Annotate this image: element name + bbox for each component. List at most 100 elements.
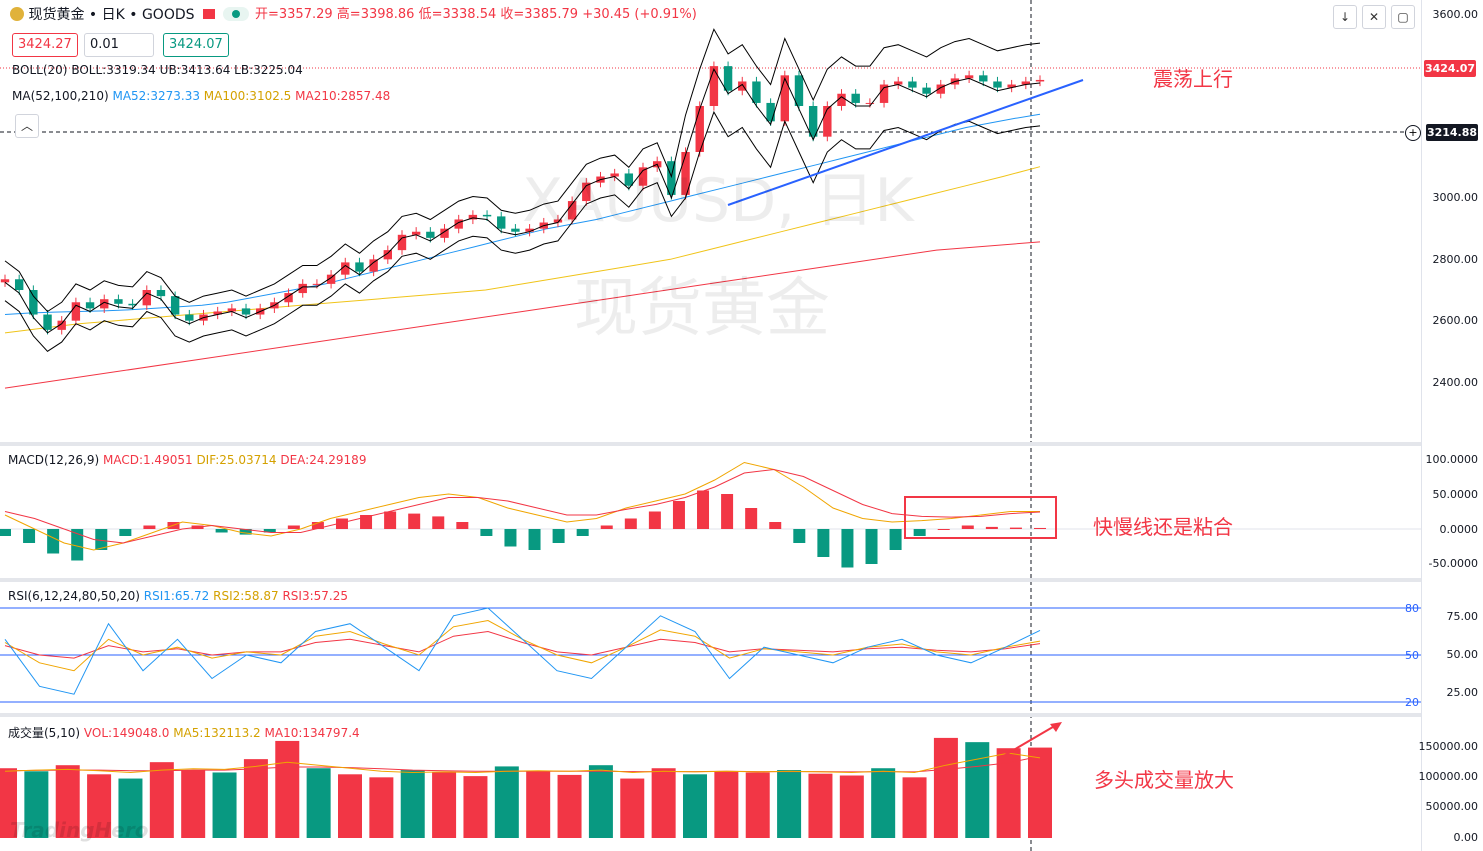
candle-body [695, 106, 704, 152]
boll-mid: BOLL:3319.34 [71, 63, 156, 77]
chart-canvas[interactable] [0, 0, 1421, 851]
volume-value: VOL:149048.0 [83, 726, 170, 740]
volume-arrow-head [1050, 722, 1062, 732]
candle-body [383, 250, 393, 260]
macd-histogram-bar [71, 529, 84, 561]
volume-bar [306, 768, 331, 838]
gold-coin-icon [10, 7, 24, 21]
arrow-down-icon: ↓ [1339, 10, 1351, 24]
macd-histogram-bar [335, 518, 348, 529]
volume-bar [275, 740, 300, 838]
boll-lb: LB:3225.04 [234, 63, 303, 77]
collapse-button[interactable]: ✕ [1362, 5, 1386, 29]
ma-legend[interactable]: MA(52,100,210) MA52:3273.33 MA100:3102.5… [12, 88, 390, 104]
volume-bar [24, 771, 49, 838]
macd-histogram-bar [47, 529, 60, 554]
last-price-label: 3424.07 [1424, 60, 1476, 77]
macd-histogram-bar [793, 529, 806, 543]
maximize-button[interactable]: ▢ [1391, 5, 1415, 29]
volume-bar [588, 765, 613, 838]
macd-histogram-bar [937, 529, 950, 530]
candle-body [1021, 81, 1031, 85]
candle-body [567, 201, 577, 220]
candle-body [369, 259, 378, 272]
candle-body [511, 228, 520, 232]
toggle-dot-icon [232, 10, 241, 18]
rsi1-line [4, 607, 1041, 695]
macd-histogram-bar [913, 529, 926, 536]
volume-bar [1028, 747, 1052, 838]
add-alert-icon[interactable]: + [1405, 125, 1421, 141]
candle-body [482, 214, 492, 217]
symbol-title[interactable]: 现货黄金 • 日K • GOODS [28, 7, 195, 23]
candle-body [1007, 84, 1016, 88]
macd-histogram-bar [456, 522, 469, 529]
macd-histogram-bar [360, 515, 373, 529]
volume-bar [683, 774, 707, 838]
lot-size-input[interactable]: 0.01 [84, 33, 154, 57]
macd-histogram-bar [239, 529, 252, 535]
ma-name: MA(52,100,210) [12, 89, 109, 103]
rsi-name: RSI(6,12,24,80,50,20) [8, 589, 140, 603]
annotation-price: 震荡上行 [1153, 67, 1233, 91]
pane-divider[interactable] [0, 713, 1421, 717]
candle-body [851, 93, 860, 103]
candle-body [426, 231, 435, 238]
volume-bar [839, 775, 864, 838]
price-axis[interactable]: 3600.00 3000.00 2800.00 2600.00 2400.00 … [1418, 0, 1483, 851]
ma100-value: MA100:3102.5 [203, 89, 292, 103]
candle-body [582, 182, 591, 202]
candle-body [341, 262, 350, 275]
rsi3-line [4, 630, 1041, 659]
macd-histogram-bar [1009, 527, 1022, 529]
macd-histogram-bar [528, 529, 541, 550]
rsi2-line [4, 619, 1041, 672]
macd-histogram-bar [263, 529, 276, 533]
candle-body [908, 81, 917, 88]
crosshair-price-label: 3214.88 [1426, 124, 1478, 141]
candle-body [553, 219, 563, 223]
candle-body [241, 308, 251, 315]
pane-divider[interactable] [0, 578, 1421, 582]
collapse-legend-button[interactable]: ︿ [15, 114, 39, 138]
candle-body [823, 106, 832, 137]
candle-body [312, 283, 322, 285]
dif-value: DIF:25.03714 [196, 453, 277, 467]
volume-arrow-line [1004, 723, 1059, 756]
rsi-legend[interactable]: RSI(6,12,24,80,50,20) RSI1:65.72 RSI2:58… [8, 588, 348, 604]
macd-histogram-bar [817, 529, 830, 557]
buy-price-button[interactable]: 3424.07 [163, 33, 229, 57]
macd-histogram-bar [961, 525, 974, 529]
flag-icon[interactable] [202, 9, 215, 19]
candle-body [468, 214, 478, 220]
volume-ma5: MA5:132113.2 [173, 726, 261, 740]
candle-body [43, 314, 52, 330]
macd-histogram-bar [0, 529, 11, 536]
volume-bar [808, 773, 833, 838]
macd-name: MACD(12,26,9) [8, 453, 100, 467]
candle-body [227, 308, 237, 312]
macd-histogram-bar [1034, 527, 1046, 529]
macd-legend[interactable]: MACD(12,26,9) MACD:1.49051 DIF:25.03714 … [8, 452, 366, 468]
macd-histogram-bar [287, 525, 300, 529]
ohlc-row: 开=3357.29 高=3398.86 低=3338.54 收=3385.79 … [255, 7, 697, 23]
macd-histogram-bar [745, 508, 758, 529]
pane-divider[interactable] [0, 442, 1421, 446]
candle-body [879, 84, 889, 103]
annotation-volume: 多头成交量放大 [1094, 768, 1234, 792]
dea-line [4, 468, 1041, 544]
move-down-button[interactable]: ↓ [1333, 5, 1357, 29]
low-value: 低=3338.54 [418, 7, 497, 22]
macd-histogram-bar [600, 525, 613, 529]
macd-histogram-bar [95, 529, 108, 550]
visibility-toggle[interactable] [223, 7, 250, 21]
candle-body [411, 231, 421, 235]
boll-legend[interactable]: BOLL(20) BOLL:3319.34 UB:3413.64 LB:3225… [12, 62, 303, 78]
sell-price-button[interactable]: 3424.27 [12, 33, 78, 57]
macd-histogram-bar [23, 529, 36, 543]
volume-bar [965, 742, 990, 838]
boll-lower-line [4, 110, 1041, 352]
volume-tick: 100000.00 [1418, 770, 1479, 783]
volume-legend[interactable]: 成交量(5,10) VOL:149048.0 MA5:132113.2 MA10… [8, 725, 360, 741]
candle-body [610, 173, 619, 177]
